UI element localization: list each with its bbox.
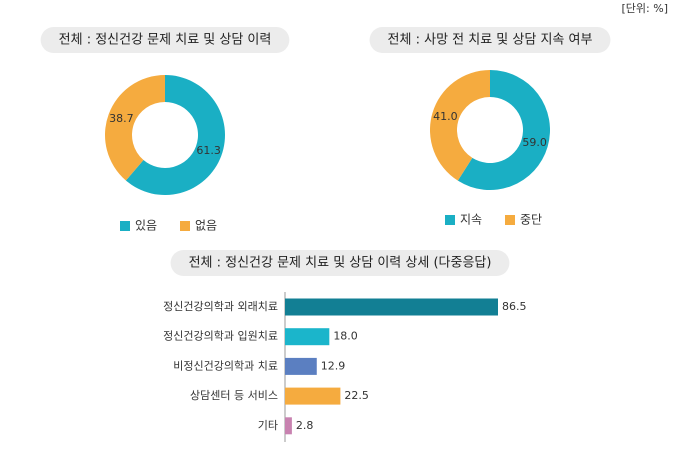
title-pill [170,250,510,276]
y-tick-label: 비정신건강의학과 치료 [173,359,278,372]
legend-swatch [445,215,455,225]
bar [285,298,498,316]
legend-swatch [505,215,515,225]
value-label: 2.8 [296,419,314,432]
chart-title: 전체 : 사망 전 치료 및 상담 지속 여부 [388,33,593,48]
legend-label: 있음 [135,219,157,233]
title-pill [369,27,611,53]
donut-segment [105,75,165,181]
chart-title: 전체 : 정신건강 문제 치료 및 상담 이력 상세 (다중응답) [189,256,492,271]
value-label: 12.9 [321,359,346,372]
value-label: 59.0 [522,136,547,149]
donut-segment [457,70,551,190]
legend-swatch [180,221,190,231]
bar [285,328,330,346]
donut-segment [125,75,225,196]
y-tick-label: 상담센터 등 서비스 [190,389,278,402]
y-tick-label: 기타 [258,419,278,432]
donut-segment [430,70,490,181]
value-label: 22.5 [344,389,369,402]
y-tick-label: 정신건강의학과 외래치료 [163,300,278,313]
title-pill [40,27,290,53]
bar [285,417,292,435]
chart-title: 전체 : 정신건강 문제 치료 및 상담 이력 [59,33,272,48]
value-label: 38.7 [109,112,134,125]
value-label: 41.0 [433,110,458,123]
value-label: 86.5 [502,300,527,313]
legend-label: 없음 [195,219,217,233]
legend-label: 중단 [520,213,542,227]
legend-swatch [120,221,130,231]
value-label: 61.3 [196,144,221,157]
bar [285,357,317,375]
value-label: 18.0 [333,330,358,343]
bar [285,387,341,405]
y-tick-label: 정신건강의학과 입원치료 [163,330,278,343]
unit-label: [단위: %] [622,2,668,15]
legend-label: 지속 [460,213,482,227]
